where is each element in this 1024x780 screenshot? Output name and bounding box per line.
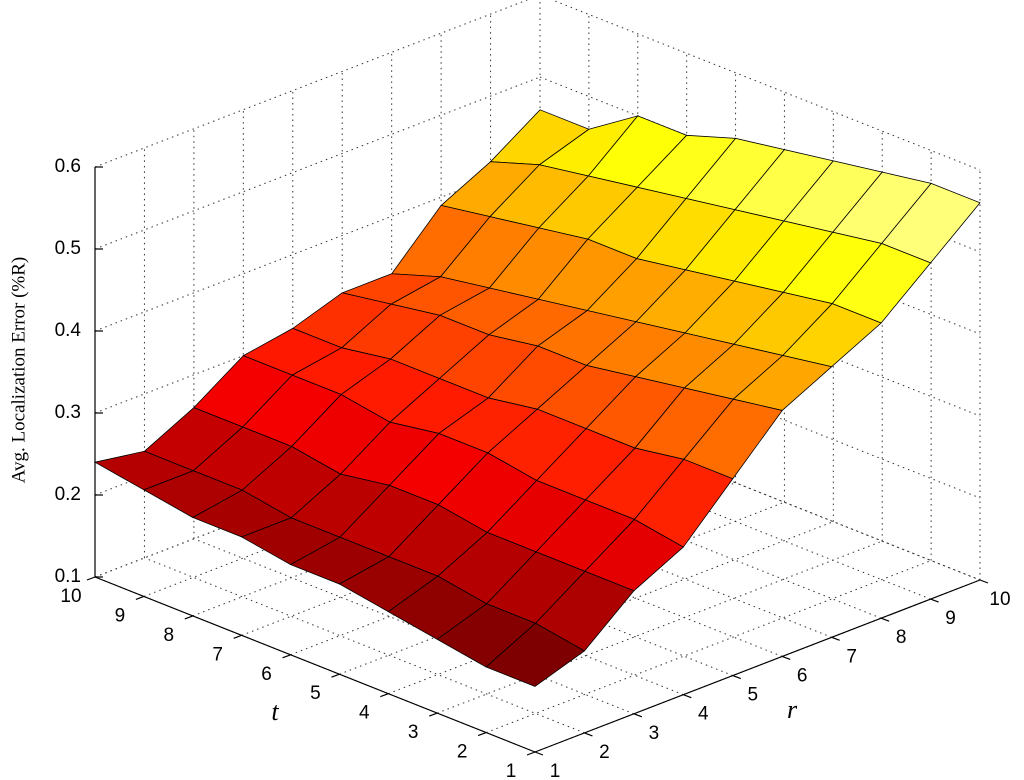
grid-line	[551, 0, 981, 171]
y-tick-label: 9	[115, 605, 126, 626]
x-tick-label: 2	[599, 742, 610, 763]
y-tick-label: 7	[212, 644, 223, 665]
y-tick-label: 10	[60, 586, 81, 607]
x-tick-label: 6	[797, 665, 808, 686]
y-tick	[86, 576, 96, 581]
x-tick-label: 1	[550, 761, 561, 780]
y-tick	[429, 712, 438, 717]
grid-line	[144, 557, 585, 734]
y-tick-label: 5	[310, 683, 321, 704]
y-tick	[331, 673, 340, 678]
x-tick	[979, 579, 989, 584]
z-tick-label: 0.3	[55, 402, 81, 423]
surface-patch	[485, 622, 586, 687]
y-tick	[380, 693, 389, 698]
y-tick	[233, 634, 242, 639]
x-tick-label: 4	[698, 704, 709, 725]
x-tick-label: 8	[896, 627, 907, 648]
x-tick-label: 3	[649, 723, 660, 744]
z-axis-label: Avg. Localization Error (%R)	[8, 257, 29, 484]
y-tick-label: 3	[408, 722, 419, 743]
x-tick	[534, 751, 544, 756]
x-tick	[880, 617, 890, 622]
x-tick-label: 9	[945, 608, 956, 629]
x-tick-label: 10	[989, 589, 1010, 610]
z-tick-label: 0.4	[55, 320, 82, 341]
x-tick	[732, 674, 741, 680]
y-tick-label: 8	[163, 625, 174, 646]
x-axis-label: r	[787, 695, 798, 724]
y-tick	[526, 751, 536, 756]
grid-line	[490, 423, 931, 600]
x-axis	[534, 579, 981, 753]
y-tick	[477, 731, 487, 737]
y-tick-label: 4	[359, 703, 370, 724]
z-tick-label: 0.6	[55, 156, 81, 177]
y-tick	[135, 595, 145, 601]
grid-line	[539, 404, 981, 581]
x-tick-label: 5	[747, 685, 758, 706]
grid-line	[94, 0, 529, 168]
z-tick-label: 0.2	[55, 484, 81, 505]
y-tick-label: 6	[261, 664, 272, 685]
x-tick	[584, 732, 593, 737]
x-tick-label: 7	[846, 646, 857, 667]
x-tick	[683, 694, 692, 699]
y-tick-label: 1	[506, 761, 517, 780]
x-tick	[930, 598, 939, 603]
y-tick	[184, 615, 193, 620]
z-tick-label: 0.1	[55, 566, 81, 587]
y-tick	[282, 654, 291, 659]
y-tick-label: 2	[457, 742, 468, 763]
y-axis-label: t	[271, 697, 279, 726]
x-tick	[831, 636, 840, 641]
y-axis	[94, 576, 536, 753]
x-tick	[782, 655, 791, 661]
x-tick	[633, 713, 643, 718]
z-tick-label: 0.5	[55, 238, 81, 259]
